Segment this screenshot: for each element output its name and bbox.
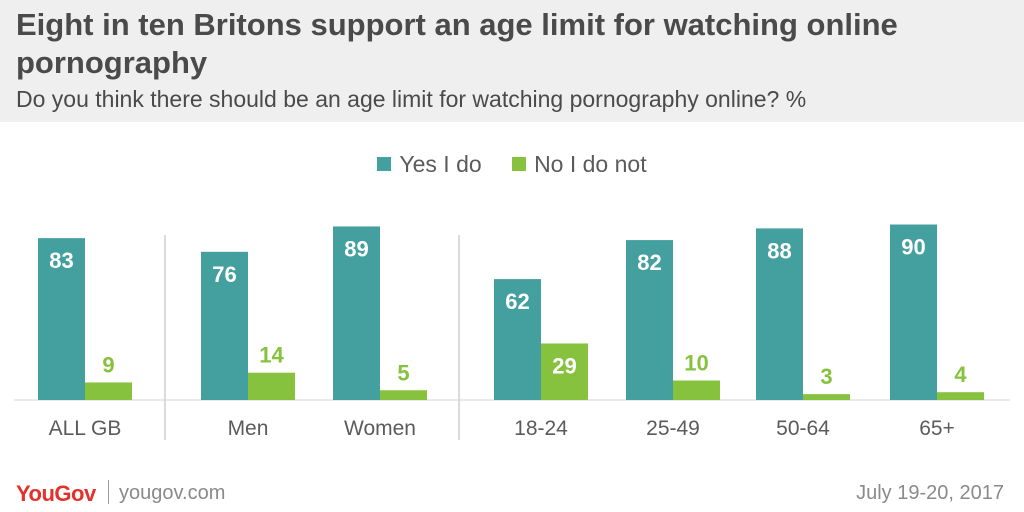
value-label-yes-4: 82 — [637, 250, 661, 275]
chart-subtitle: Do you think there should be an age limi… — [16, 86, 807, 112]
category-label-3: 18-24 — [514, 417, 568, 440]
value-label-yes-1: 76 — [212, 262, 236, 287]
value-label-no-4: 10 — [684, 351, 708, 376]
legend-swatch-yes — [377, 157, 392, 171]
bar-yes-2 — [333, 226, 380, 400]
legend-label-no: No I do not — [534, 150, 647, 177]
category-label-2: Women — [344, 417, 416, 440]
legend-label-yes: Yes I do — [399, 150, 482, 177]
value-label-no-1: 14 — [259, 343, 284, 368]
bar-yes-6 — [890, 224, 937, 400]
value-label-no-2: 5 — [397, 360, 409, 385]
legend-swatch-no — [512, 157, 527, 171]
chart-title: Eight in ten Britons support an age limi… — [16, 7, 898, 80]
legend-item-yes: Yes I do — [377, 150, 482, 178]
value-label-yes-6: 90 — [901, 235, 925, 260]
footer-divider — [108, 480, 109, 504]
value-label-yes-0: 83 — [49, 248, 73, 273]
footer-url[interactable]: yougov.com — [119, 482, 226, 504]
bar-no-4 — [673, 380, 720, 400]
bar-no-3 — [541, 343, 588, 400]
bar-yes-4 — [626, 240, 673, 400]
value-label-no-0: 9 — [102, 352, 114, 377]
header-band: Eight in ten Britons support an age limi… — [0, 0, 1024, 122]
category-label-6: 65+ — [919, 417, 955, 440]
bar-yes-0 — [38, 238, 85, 400]
bar-yes-5 — [756, 228, 803, 400]
category-label-1: Men — [228, 417, 269, 440]
legend-item-no: No I do not — [512, 151, 647, 178]
bar-no-0 — [85, 382, 132, 400]
legend: Yes I do No I do not — [0, 150, 1024, 178]
bar-no-2 — [380, 390, 427, 400]
bar-no-5 — [803, 394, 850, 400]
bar-yes-1 — [201, 251, 248, 400]
bar-no-6 — [937, 392, 984, 400]
category-label-0: ALL GB — [49, 417, 122, 440]
survey-date: July 19-20, 2017 — [856, 482, 1004, 504]
value-label-no-5: 3 — [820, 364, 832, 389]
bar-no-1 — [248, 372, 295, 400]
value-label-yes-2: 89 — [344, 236, 368, 261]
bar-yes-3 — [494, 279, 541, 400]
value-label-yes-5: 88 — [767, 238, 791, 263]
category-label-4: 25-49 — [646, 417, 700, 440]
category-label-5: 50-64 — [776, 417, 830, 440]
value-label-no-6: 4 — [954, 362, 967, 387]
value-label-yes-3: 62 — [505, 289, 529, 314]
value-label-no-3: 29 — [552, 353, 576, 378]
yougov-logo: YouGov — [16, 481, 96, 506]
